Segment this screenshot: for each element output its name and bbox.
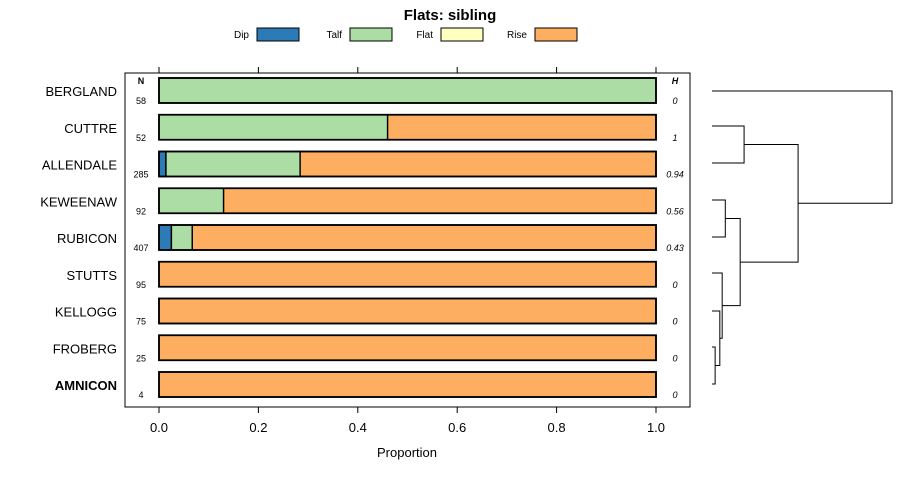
dendrogram-link (712, 310, 721, 366)
bar-row-keweenaw (158, 187, 657, 215)
category-label: CUTTRE (64, 121, 117, 136)
x-tick-label: 0.0 (150, 420, 168, 435)
n-value: 92 (136, 206, 146, 216)
h-value: 0 (672, 353, 677, 363)
dendrogram (712, 90, 893, 385)
bar-segment-dip (158, 150, 167, 178)
h-value: 0 (672, 390, 677, 400)
bar-outline (158, 150, 657, 178)
bar-segment-dip (158, 224, 173, 251)
bar-outline (158, 224, 657, 251)
legend-label: Talf (326, 30, 342, 41)
bar-row-bergland (158, 77, 657, 104)
bar-row-stutts (158, 260, 657, 288)
bar-segment-talf (158, 187, 225, 214)
category-label: BERGLAND (45, 84, 117, 99)
bar-outline (158, 187, 657, 215)
h-value: 0 (672, 280, 677, 290)
h-value: 0.56 (666, 206, 684, 216)
legend-swatch (440, 27, 484, 42)
x-tick-label: 0.8 (548, 420, 566, 435)
x-axis-label: Proportion (377, 445, 437, 460)
bar-outline (158, 297, 657, 325)
bar-row-allendale (158, 150, 657, 178)
dendrogram-link (712, 90, 893, 204)
n-value: 58 (136, 96, 146, 106)
category-label: KEWEENAW (40, 194, 118, 209)
chart-title: Flats: sibling (404, 7, 497, 24)
bar-row-amnicon (158, 371, 657, 398)
bar-segment-rise (222, 187, 657, 214)
bar-segment-rise (158, 297, 657, 325)
category-label: FROBERG (53, 341, 117, 356)
h-value: 0 (672, 96, 677, 106)
n-value: 75 (136, 317, 146, 327)
dendrogram-link (712, 346, 716, 385)
legend-swatch (349, 27, 393, 42)
bar-segment-talf (165, 150, 301, 178)
category-label: ALLENDALE (42, 158, 117, 173)
bar-outline (158, 113, 657, 141)
n-value: 285 (133, 170, 148, 180)
x-axis: 0.0 0.2 0.4 0.6 0.8 1.0 (150, 67, 665, 435)
h-header: H (672, 76, 679, 86)
bar-segment-talf (158, 77, 657, 104)
bar-row-kellogg (158, 297, 657, 325)
dendrogram-link (712, 272, 723, 339)
bar-segment-rise (158, 334, 657, 361)
legend-label: Dip (234, 30, 249, 41)
x-tick-label: 0.6 (448, 420, 466, 435)
h-value: 0 (672, 317, 677, 327)
bar-row-froberg (158, 334, 657, 362)
legend-item-rise: Rise (507, 27, 578, 42)
legend: Dip Talf Flat Rise (234, 27, 578, 42)
n-value: 25 (136, 353, 146, 363)
bar-segment-rise (191, 224, 657, 251)
n-value: 52 (136, 133, 146, 143)
legend-swatch (256, 27, 300, 42)
bar-segment-rise (386, 114, 657, 141)
bar-row-rubicon (158, 224, 657, 251)
bar-segment-rise (299, 150, 657, 178)
category-label: KELLOGG (55, 305, 117, 320)
h-value: 1 (672, 133, 677, 143)
legend-item-flat: Flat (416, 27, 484, 42)
n-header: N (138, 76, 145, 86)
category-label: RUBICON (57, 231, 117, 246)
bar-segment-rise (158, 261, 657, 288)
plot-frame (124, 72, 691, 408)
bar-segment-talf (170, 224, 193, 251)
bar-outline (158, 334, 657, 362)
x-tick-label: 0.4 (349, 420, 367, 435)
bar-outline (158, 260, 657, 288)
category-label: STUTTS (66, 268, 117, 283)
legend-item-dip: Dip (234, 27, 300, 42)
category-label: AMNICON (55, 378, 117, 393)
legend-item-talf: Talf (326, 27, 393, 42)
bar-segment-talf (158, 114, 389, 141)
bar-outline (158, 77, 657, 104)
bar-segment-rise (158, 371, 657, 398)
x-tick-label: 0.2 (249, 420, 267, 435)
x-tick-label: 1.0 (647, 420, 665, 435)
bar-outline (158, 371, 657, 398)
dendrogram-link (740, 144, 799, 263)
n-value: 407 (133, 243, 148, 253)
dendrogram-link (712, 199, 726, 238)
bar-row-cuttre (158, 113, 657, 141)
n-value: 95 (136, 280, 146, 290)
n-value: 4 (138, 390, 143, 400)
legend-swatch (534, 27, 578, 42)
h-value: 0.94 (666, 170, 684, 180)
legend-label: Flat (416, 30, 433, 41)
row-labels: BERGLAND 58 0 CUTTRE 52 1 ALLENDALE 285 0.94 KEWE… (40, 84, 684, 400)
h-value: 0.43 (666, 243, 684, 253)
bars (158, 77, 657, 398)
legend-label: Rise (507, 30, 527, 41)
dendrogram-link (712, 125, 745, 164)
